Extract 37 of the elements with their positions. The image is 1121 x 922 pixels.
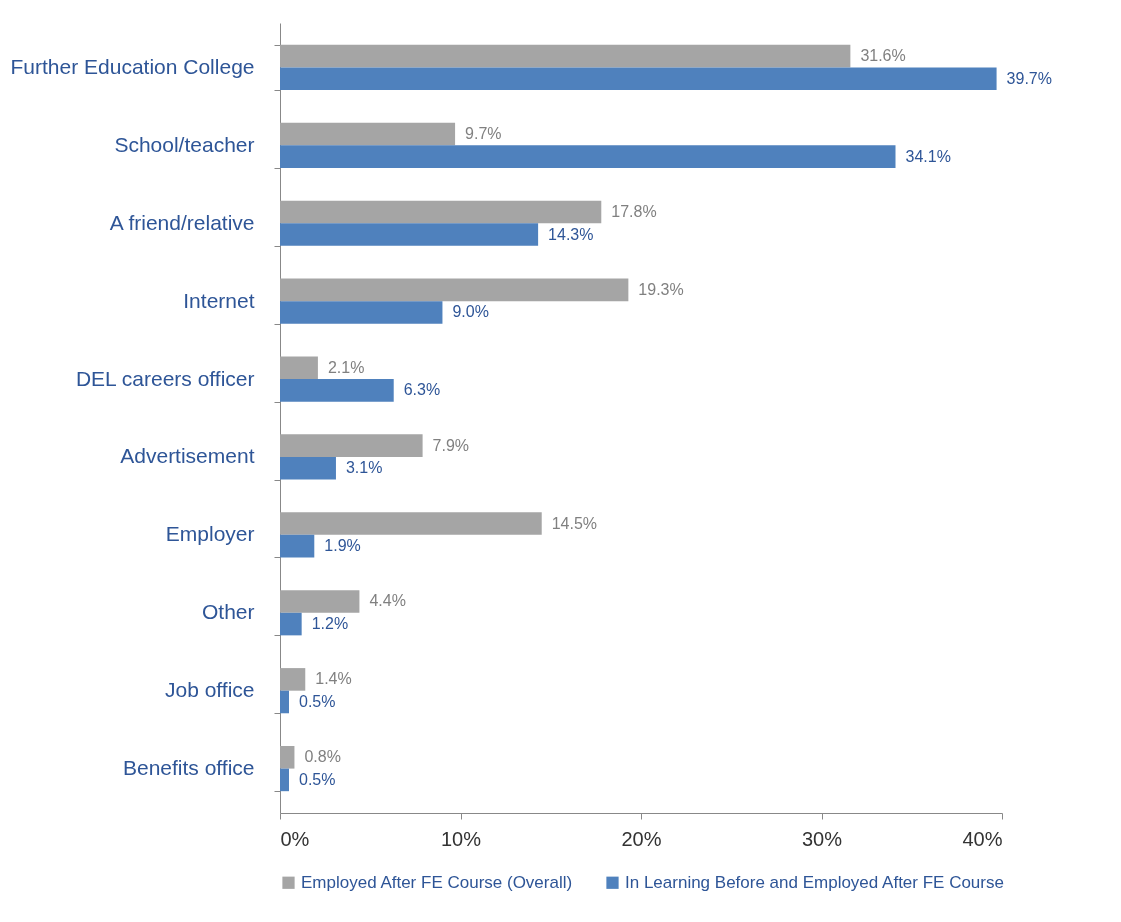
data-label: 3.1% xyxy=(345,459,383,477)
legend-label: Employed After FE Course (Overall) xyxy=(301,872,573,892)
y-tick-label: Job office xyxy=(164,678,255,702)
y-tick-label: Further Education College xyxy=(10,54,255,78)
data-label: 4.4% xyxy=(369,592,406,610)
y-tick-label: Benefits office xyxy=(122,756,255,780)
legend-label: In Learning Before and Employed After FE Course xyxy=(625,872,1004,892)
x-tick-label: 30% xyxy=(801,827,843,850)
data-label: 7.9% xyxy=(432,436,470,454)
y-tick-label: DEL careers officer xyxy=(75,366,255,390)
data-label: 9.0% xyxy=(452,303,489,321)
data-label: 31.6% xyxy=(860,47,906,65)
y-tick-label: Employer xyxy=(165,522,255,546)
x-tick-label: 40% xyxy=(962,827,1003,850)
y-tick-label: School/teacher xyxy=(114,132,255,156)
data-label: 17.8% xyxy=(611,202,657,220)
data-label: 9.7% xyxy=(465,125,502,143)
data-label: 34.1% xyxy=(905,147,951,165)
data-label: 2.1% xyxy=(327,358,365,376)
data-label: 39.7% xyxy=(1006,69,1052,87)
data-label: 6.3% xyxy=(403,381,441,399)
y-tick-label: A friend/relative xyxy=(109,210,255,234)
x-tick-label: 0% xyxy=(280,827,310,850)
data-label: 0.5% xyxy=(299,770,336,788)
x-tick-label: 10% xyxy=(440,827,482,850)
x-tick-label: 20% xyxy=(621,827,662,850)
data-label: 1.2% xyxy=(311,615,349,633)
data-label: 1.9% xyxy=(324,537,361,555)
data-label: 0.5% xyxy=(299,692,336,710)
data-label: 1.4% xyxy=(315,670,352,688)
data-label: 0.8% xyxy=(304,748,341,766)
data-label: 14.5% xyxy=(551,514,598,532)
data-label: 19.3% xyxy=(638,280,684,298)
y-tick-label: Other xyxy=(201,600,255,624)
data-label: 14.3% xyxy=(548,225,594,243)
y-tick-label: Internet xyxy=(183,288,255,312)
y-tick-label: Advertisement xyxy=(120,444,255,468)
